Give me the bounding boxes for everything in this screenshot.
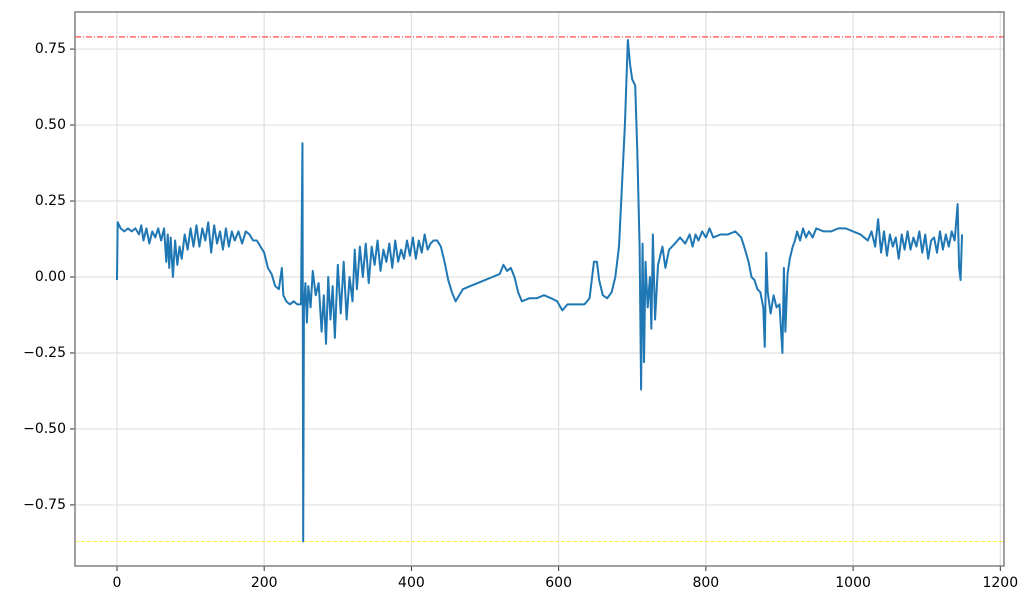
x-tick-label: 200	[251, 575, 278, 591]
x-tick-label: 1000	[835, 575, 871, 591]
y-tick-label: 0.25	[35, 193, 66, 209]
y-tick-label: −0.75	[23, 497, 66, 513]
plot-frame	[74, 11, 1005, 567]
x-tick-label: 600	[545, 575, 572, 591]
y-tick-label: 0.00	[35, 269, 66, 285]
x-tick-label: 0	[112, 575, 121, 591]
y-tick-label: 0.50	[35, 117, 66, 133]
x-tick-label: 800	[692, 575, 719, 591]
y-tick-label: −0.50	[23, 421, 66, 437]
y-tick-label: −0.25	[23, 345, 66, 361]
data-line	[115, 38, 964, 543]
x-tick-label: 400	[398, 575, 425, 591]
y-tick-label: 0.75	[35, 41, 66, 57]
x-tick-label: 1200	[982, 575, 1018, 591]
